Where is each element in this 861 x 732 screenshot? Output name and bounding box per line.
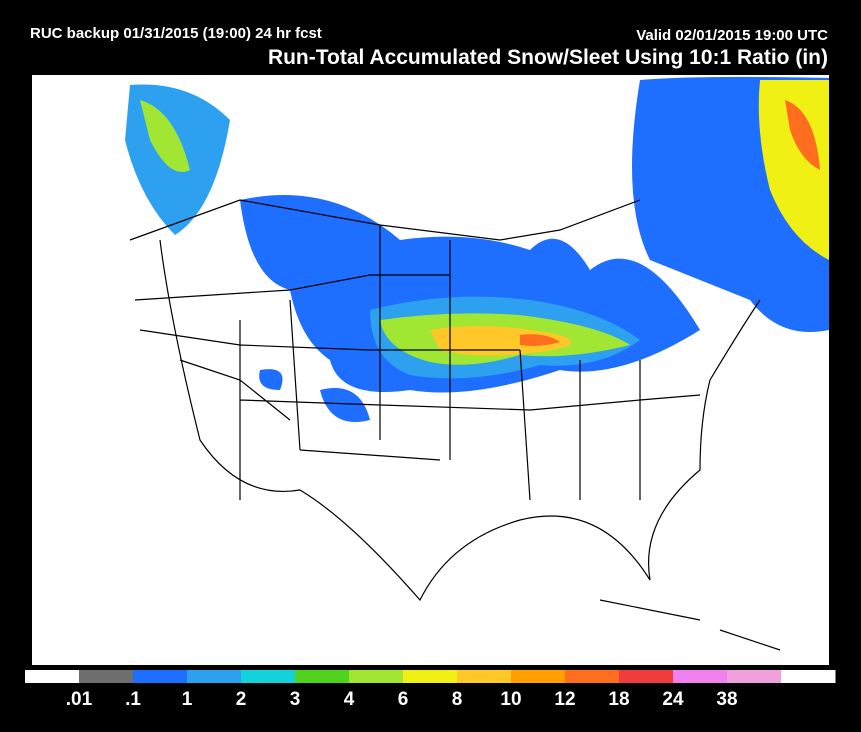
snow-area bbox=[259, 369, 370, 422]
legend-swatch bbox=[133, 670, 188, 683]
snow-area bbox=[758, 80, 829, 260]
legend-swatch bbox=[187, 670, 242, 683]
legend-swatch bbox=[619, 670, 674, 683]
legend-label: 24 bbox=[662, 689, 684, 710]
map bbox=[32, 75, 829, 665]
legend-swatch bbox=[781, 670, 836, 683]
legend-swatch bbox=[727, 670, 782, 683]
snow-area bbox=[430, 326, 572, 356]
legend-label: 2 bbox=[236, 689, 247, 710]
legend-swatch bbox=[511, 670, 566, 683]
legend-label: .01 bbox=[66, 689, 93, 710]
legend-swatch bbox=[295, 670, 350, 683]
legend-label: 6 bbox=[398, 689, 409, 710]
legend-swatch bbox=[457, 670, 512, 683]
legend-swatch bbox=[403, 670, 458, 683]
color-legend: .01.1 1 2 3 4 6 8 10 12 18 24 38 bbox=[25, 670, 836, 710]
legend-swatch bbox=[349, 670, 404, 683]
snow-area bbox=[785, 100, 820, 170]
legend-label: 8 bbox=[452, 689, 463, 710]
legend-swatch bbox=[241, 670, 296, 683]
legend-label: 3 bbox=[290, 689, 301, 710]
legend-label: 10 bbox=[500, 689, 521, 710]
caribbean-coast bbox=[599, 599, 781, 651]
legend-label: .1 bbox=[125, 689, 141, 710]
legend-label: 1 bbox=[182, 689, 193, 710]
legend-swatch bbox=[565, 670, 620, 683]
snow-area bbox=[520, 334, 560, 346]
legend-swatch bbox=[79, 670, 134, 683]
boundary-lines bbox=[129, 199, 761, 602]
snow-area bbox=[140, 100, 190, 172]
map-title: Run-Total Accumulated Snow/Sleet Using 1… bbox=[268, 46, 828, 69]
valid-label: Valid 02/01/2015 19:00 UTC bbox=[636, 27, 828, 44]
legend-label: 12 bbox=[554, 689, 575, 710]
legend-label: 18 bbox=[608, 689, 629, 710]
legend-label: 38 bbox=[716, 689, 737, 710]
run-label: RUC backup 01/31/2015 (19:00) 24 hr fcst bbox=[30, 25, 322, 42]
legend-label: 4 bbox=[344, 689, 355, 710]
legend-swatch bbox=[673, 670, 728, 683]
legend-swatch bbox=[25, 670, 80, 683]
